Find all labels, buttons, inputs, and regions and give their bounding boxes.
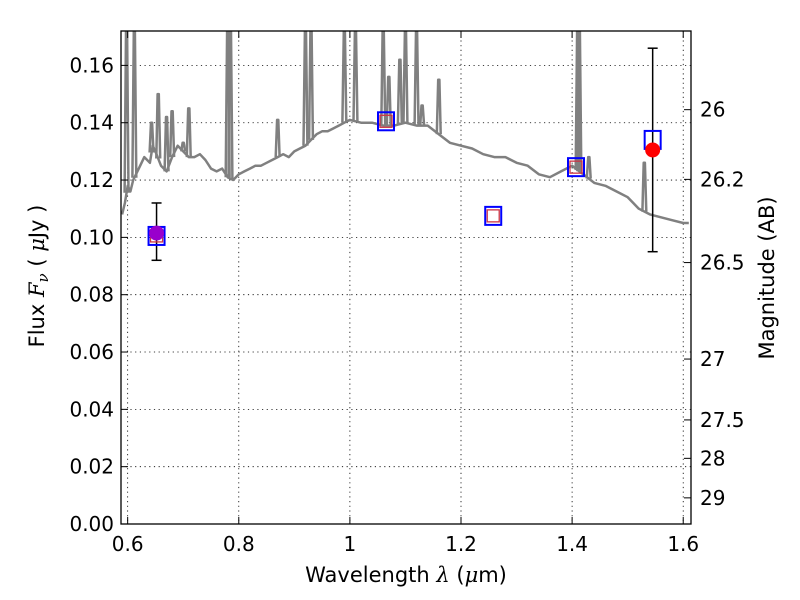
synthetic-square — [486, 209, 500, 223]
template-spectrum-line — [121, 118, 689, 225]
emission-line-spike — [402, 31, 409, 123]
emission-line-spike — [385, 75, 392, 126]
y2-tick-label: 28 — [700, 446, 725, 470]
y-tick-label: 0.02 — [69, 455, 114, 479]
y2-tick-label: 27 — [700, 347, 725, 371]
emission-line-spike — [185, 107, 192, 158]
y2-tick-label: 26.5 — [700, 251, 745, 275]
y-tick-label: 0.12 — [69, 168, 114, 192]
y2-tick-label: 26 — [700, 98, 725, 122]
x-tick-label: 1 — [344, 532, 357, 556]
emission-line-spike — [413, 31, 420, 126]
emission-line-spike — [396, 58, 404, 125]
emission-line-spike — [341, 31, 348, 123]
emission-line-spike — [576, 31, 583, 172]
y-tick-label: 0.14 — [69, 111, 114, 135]
emission-line-spike — [274, 118, 281, 158]
emission-line-spike — [148, 121, 155, 153]
emission-line-spike — [302, 31, 309, 146]
emission-line-spike — [418, 104, 426, 126]
x-tick-label: 0.6 — [112, 532, 144, 556]
y2-axis-label: Magnitude (AB) — [755, 196, 779, 359]
y2-tick-label: 29 — [700, 486, 725, 510]
emission-line-spike — [123, 31, 130, 193]
y-tick-label: 0.00 — [69, 512, 114, 536]
plot-frame — [120, 30, 692, 525]
emission-line-spike — [641, 161, 648, 212]
y-tick-labels: 0.00 0.02 0.04 0.06 0.08 0.10 0.12 0.14 0.16 — [69, 53, 114, 536]
y-tick-label: 0.06 — [69, 340, 114, 364]
tick-marks — [121, 31, 691, 525]
emission-line-spike — [352, 31, 359, 122]
y-tick-label: 0.16 — [69, 53, 114, 77]
y-axis-label: Flux Fν ( μJy ) — [25, 205, 52, 348]
y2-tick-labels: 26 26.2 26.5 27 27.5 28 29 — [700, 98, 745, 510]
x-tick-label: 0.8 — [223, 532, 255, 556]
emission-line-spike — [168, 110, 176, 158]
model-square — [567, 157, 585, 178]
emission-line-spike — [131, 31, 138, 178]
y2-tick-label: 27.5 — [700, 408, 745, 432]
emission-line-spike — [163, 115, 170, 172]
emission-line-spike — [155, 92, 162, 159]
y2-tick-label: 26.2 — [700, 167, 745, 191]
emission-line-spike — [227, 31, 234, 179]
synthetic-square — [379, 114, 393, 128]
emission-line-spike — [585, 155, 592, 179]
x-tick-label: 1.6 — [667, 532, 699, 556]
x-tick-labels: 0.6 0.8 1 1.2 1.4 1.6 — [112, 532, 699, 556]
model-square — [377, 111, 395, 132]
x-axis-label: Wavelength λ (μm) — [305, 563, 507, 587]
x-tick-label: 1.4 — [556, 532, 588, 556]
emission-line-spike — [435, 78, 442, 135]
y-tick-label: 0.10 — [69, 225, 114, 249]
emission-line-spike — [380, 31, 387, 126]
photometry-markers — [147, 47, 662, 262]
observed-point — [645, 142, 661, 158]
emission-line-spike — [307, 31, 315, 140]
synthetic-square — [569, 160, 583, 174]
y-tick-label: 0.04 — [69, 397, 114, 421]
template-spectrum — [121, 31, 689, 225]
x-tick-label: 1.2 — [445, 532, 477, 556]
grid-lines — [121, 31, 691, 525]
emission-line-spike — [180, 141, 187, 152]
observed-point — [149, 225, 165, 241]
y-tick-label: 0.08 — [69, 283, 114, 307]
model-square — [484, 205, 503, 226]
